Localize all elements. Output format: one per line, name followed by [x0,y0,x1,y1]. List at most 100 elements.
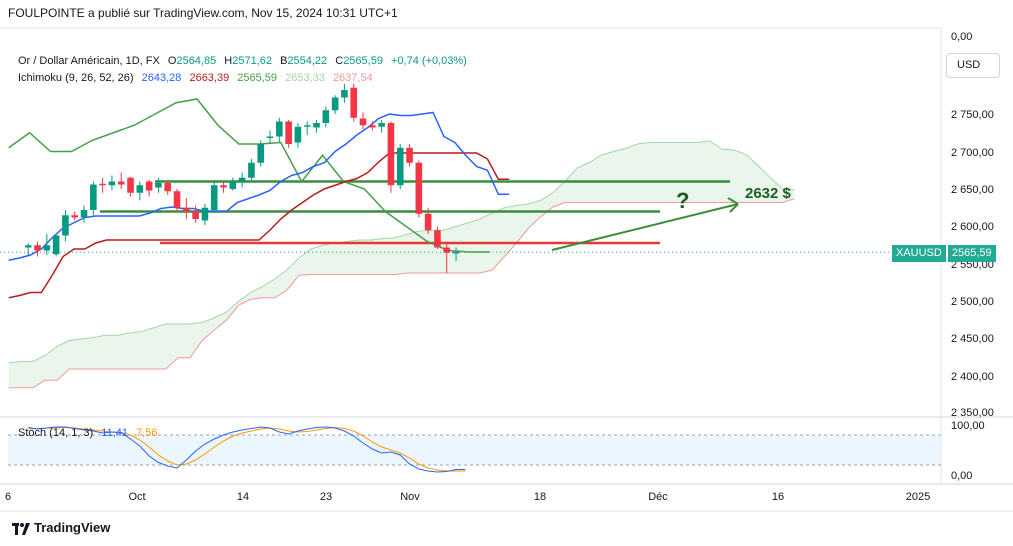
price-tick-label: 2 350,00 [951,407,994,419]
candle-body [80,210,88,218]
price-tag-value: 2565,59 [947,245,996,262]
candle-body [99,183,106,186]
senkou-b-value: 2637,54 [332,72,373,84]
candle-body [248,162,255,178]
target-arrow-head [727,197,739,213]
annotations: ? 2632 $ [551,185,792,251]
candle-body [62,215,69,236]
candle-body [90,184,97,210]
tenkan-value: 2643,28 [141,72,182,84]
price-axis: 0,00 2 750,00 2 700,00 2 650,00 2 600,00 2 55… [951,31,994,419]
candle-body [406,147,413,163]
candle-body [201,207,209,221]
candle-body [257,144,265,163]
stoch-label: Stoch (14, 1, 3) [18,427,94,439]
candle-body [210,185,218,210]
tradingview-logo: TradingView [12,520,110,535]
brand-name: TradingView [34,520,111,535]
candle-body [424,213,432,231]
price-tick-label: 2 400,00 [951,371,994,383]
candle-body [220,185,227,188]
candle-body [443,247,451,253]
tradingview-logo-icon [12,522,30,535]
publish-header: FOULPOINTE a publié sur TradingView.com,… [8,6,398,20]
symbol-legend: Or / Dollar Américain, 1D, FX O2564,85 H… [18,55,472,67]
kijun-value: 2663,39 [189,72,230,84]
candle-body [229,181,237,189]
candle-body [266,136,274,138]
price-tick-label: 2 700,00 [951,147,994,159]
candle-body [238,177,246,182]
price-tick-label: 2 500,00 [951,296,994,308]
candle-body [387,123,395,186]
price-tick-label: 2 600,00 [951,221,994,233]
stoch-k-line [28,426,466,473]
time-tick-label: Nov [400,491,420,503]
candle-body [434,230,441,248]
question-mark: ? [676,188,689,213]
stoch-d-value: 7,56 [136,427,158,439]
time-tick-label: 14 [237,491,249,503]
stoch-d-line [28,426,466,472]
time-tick-label: 2025 [906,491,930,503]
stoch-k-value: 11,41 [101,427,128,439]
candle-body [71,215,79,218]
price-tick-label: 2 750,00 [951,109,994,121]
candle-body [136,185,144,193]
current-price-tag: XAUUSD 2565,59 [892,245,996,262]
candle-body [322,110,330,123]
stochastic-pane: 100,00 0,00 [8,420,985,482]
senkou-span-a [8,140,795,364]
candle-body [276,121,283,137]
time-tick-label: 18 [534,491,546,503]
candle-body [43,245,51,251]
high-value: H2571,62 [224,55,272,67]
candle-body [192,211,199,219]
candle-body [396,147,404,186]
stoch-legend[interactable]: Stoch (14, 1, 3) 11,41 7,56 [18,427,162,439]
senkou-a-value: 2653,33 [285,72,325,84]
price-tick-label: 2 450,00 [951,333,994,345]
candle-body [34,245,41,251]
price-tick-label: 2 650,00 [951,184,994,196]
candle-body [452,252,460,254]
time-tick-label: 16 [772,491,784,503]
time-tick-label: Oct [128,491,145,503]
candle-body [173,191,181,208]
ichimoku-label: Ichimoku (9, 26, 52, 26) [18,72,134,84]
close-value: C2565,59 [335,55,383,67]
kijun-sen [8,152,510,299]
candle-body [24,245,32,248]
time-tick-label: 6 [5,491,11,503]
price-tick-label: 2 550,00 [951,259,994,271]
candle-body [350,87,358,118]
low-value: B2554,22 [280,55,328,67]
candle-body [313,123,320,128]
candle-body [303,125,311,127]
candle-body [127,177,134,193]
senkou-span-b [8,198,795,389]
time-tick-label: 23 [320,491,332,503]
target-price-label: 2632 $ [745,185,792,202]
stoch-band [8,435,941,465]
currency-button[interactable]: USD [946,53,1000,78]
candle-body [285,121,292,144]
ichimoku-legend[interactable]: Ichimoku (9, 26, 52, 26) 2643,28 2663,39… [18,72,378,84]
time-tick-label: Déc [648,491,668,503]
price-tick-label: 0,00 [951,31,972,43]
candle-body [378,123,385,127]
open-value: O2564,85 [167,55,217,67]
ichimoku-cloud [8,141,795,388]
candle-body [145,181,153,191]
chikou-span [8,98,490,253]
candle-body [183,207,190,212]
candle-body [359,118,367,126]
candle-body [294,126,302,143]
candle-body [331,97,339,111]
symbol-name: Or / Dollar Américain, 1D, FX [18,55,160,67]
candle-body [164,183,172,192]
price-tag-symbol: XAUUSD [892,245,946,262]
candle-body [155,183,162,188]
stoch-tick-label: 0,00 [951,470,972,482]
